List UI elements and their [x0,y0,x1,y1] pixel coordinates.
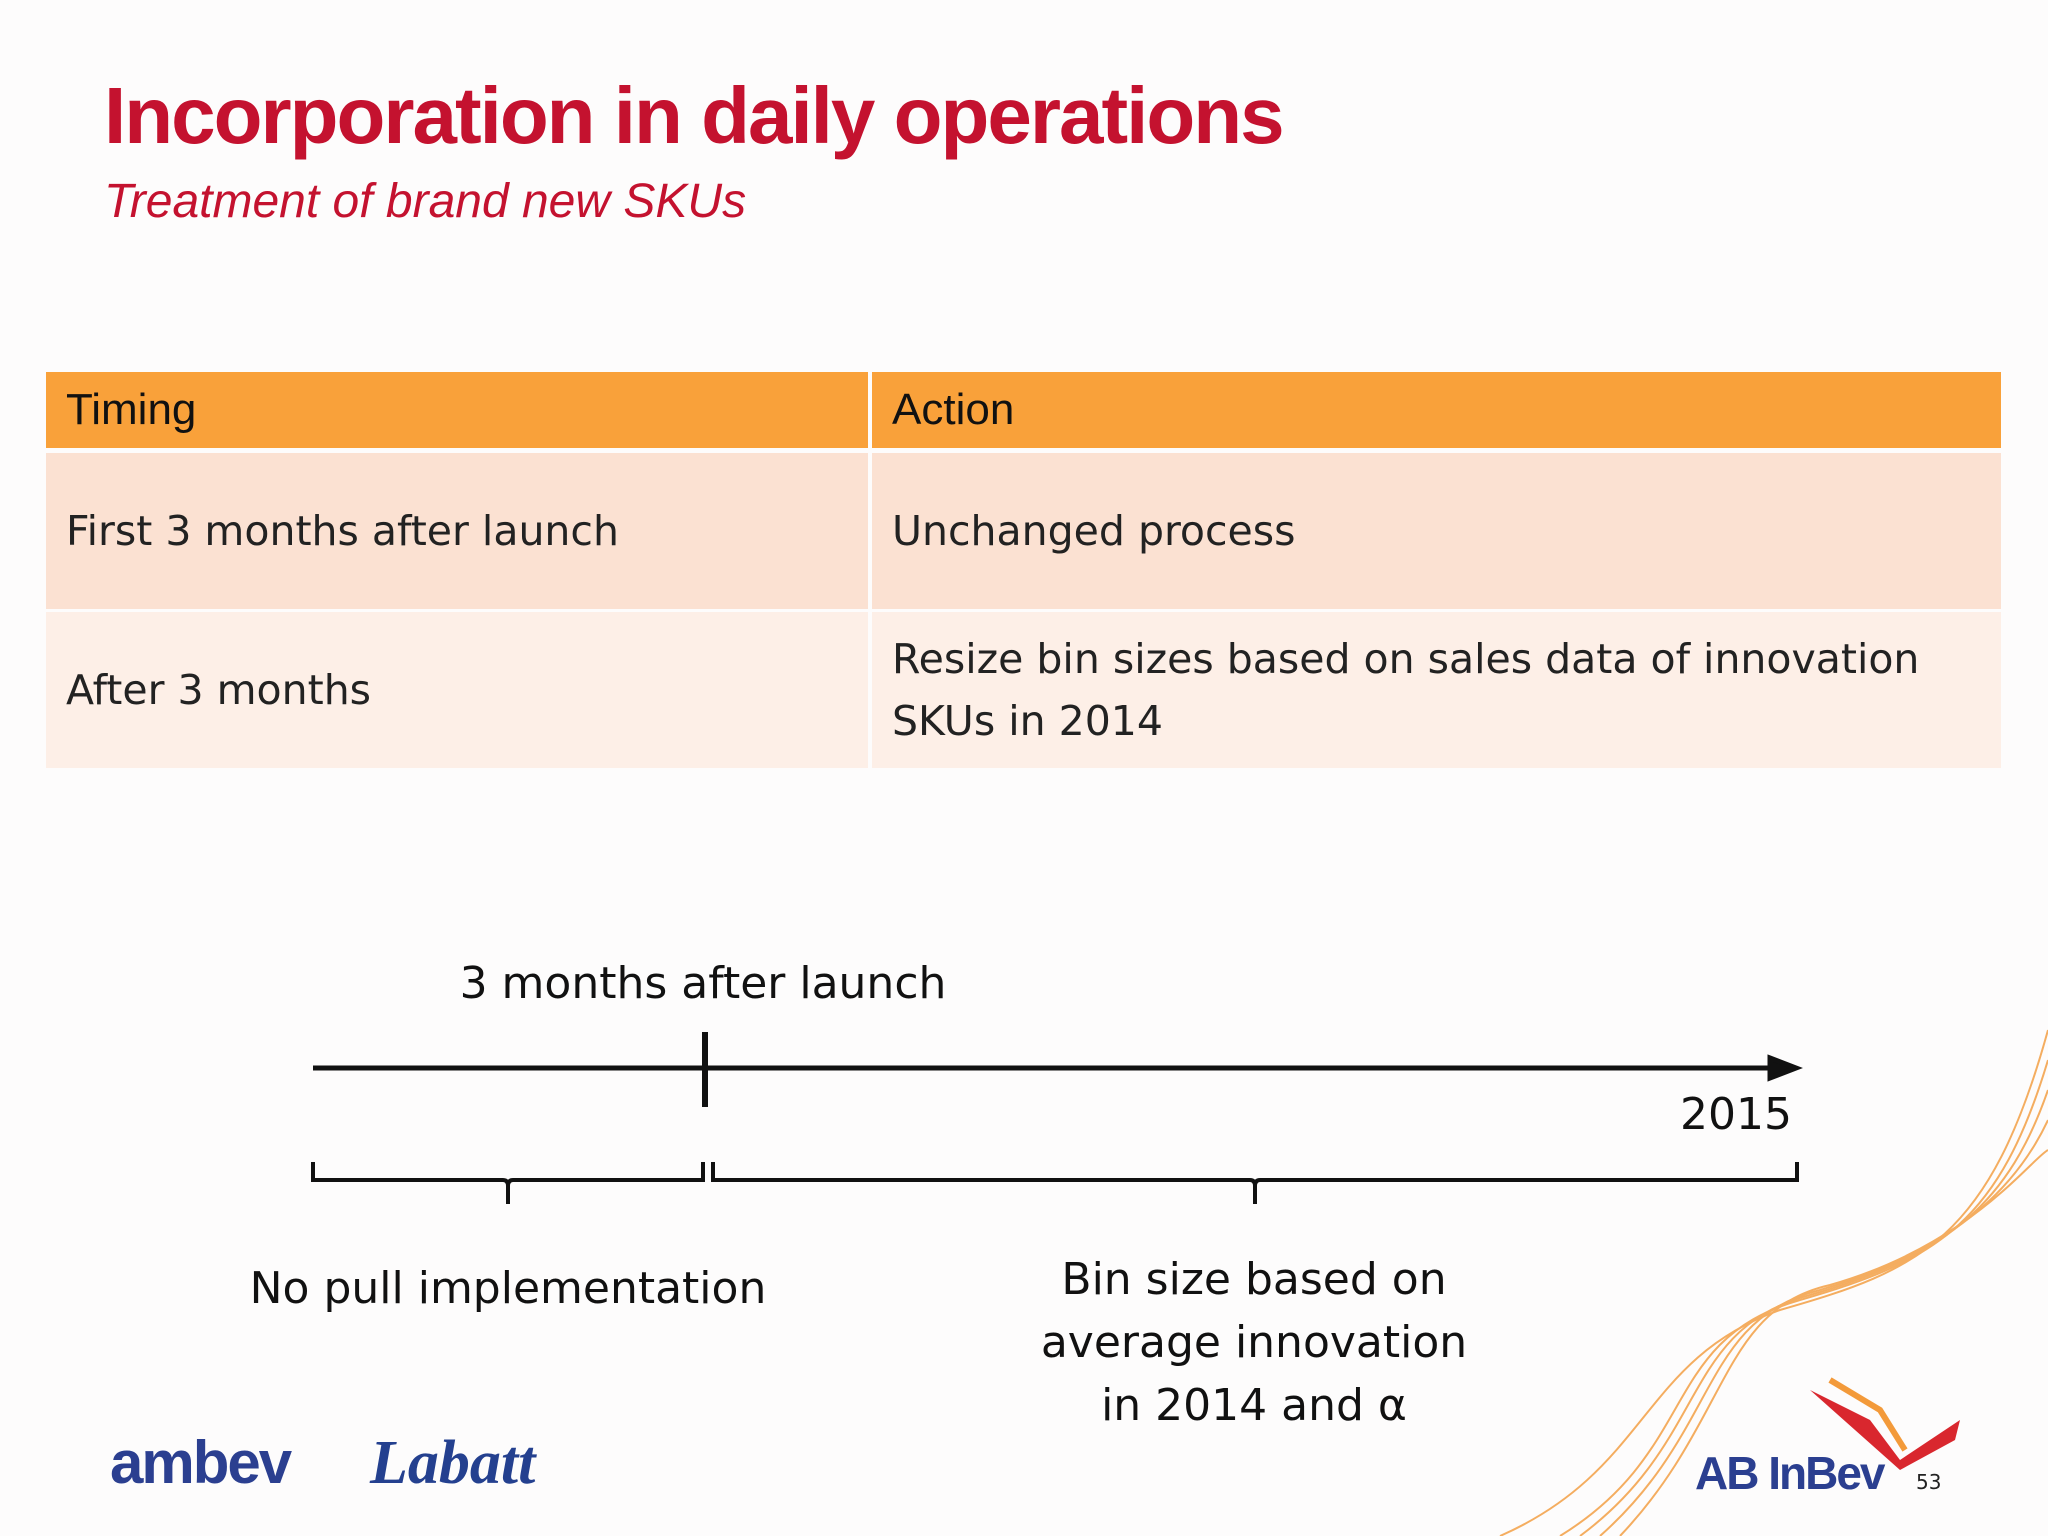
swoosh [1499,1029,2048,1536]
title: Incorporation in daily operations [104,71,1285,160]
logo: ambev [110,1429,292,1496]
table-cell: Unchanged process [872,453,2001,609]
end-label: 2015 [1680,1089,1792,1140]
brace [311,1162,705,1204]
table-header: Timing [46,372,868,448]
arrow [1767,1054,1803,1082]
subtitle: Treatment of brand new SKUs [104,175,747,228]
eagle-icon [1810,1377,1960,1470]
segment-label: No pull implementation [249,1263,767,1314]
page-number: 53 [1916,1470,1942,1494]
logo: Labatt [370,1429,536,1497]
brace [711,1162,1799,1204]
logo: AB InBev [1695,1447,1885,1499]
table-header: Action [872,372,2001,448]
timeline [311,1032,1803,1204]
table-cell: After 3 months [46,612,868,768]
table-cell: First 3 months after launch [46,453,868,609]
segment-label: Bin size based on average innovation in … [1040,1254,1468,1431]
marker-label: 3 months after launch [459,958,947,1009]
table-cell: Resize bin sizes based on sales data of … [872,612,2001,768]
